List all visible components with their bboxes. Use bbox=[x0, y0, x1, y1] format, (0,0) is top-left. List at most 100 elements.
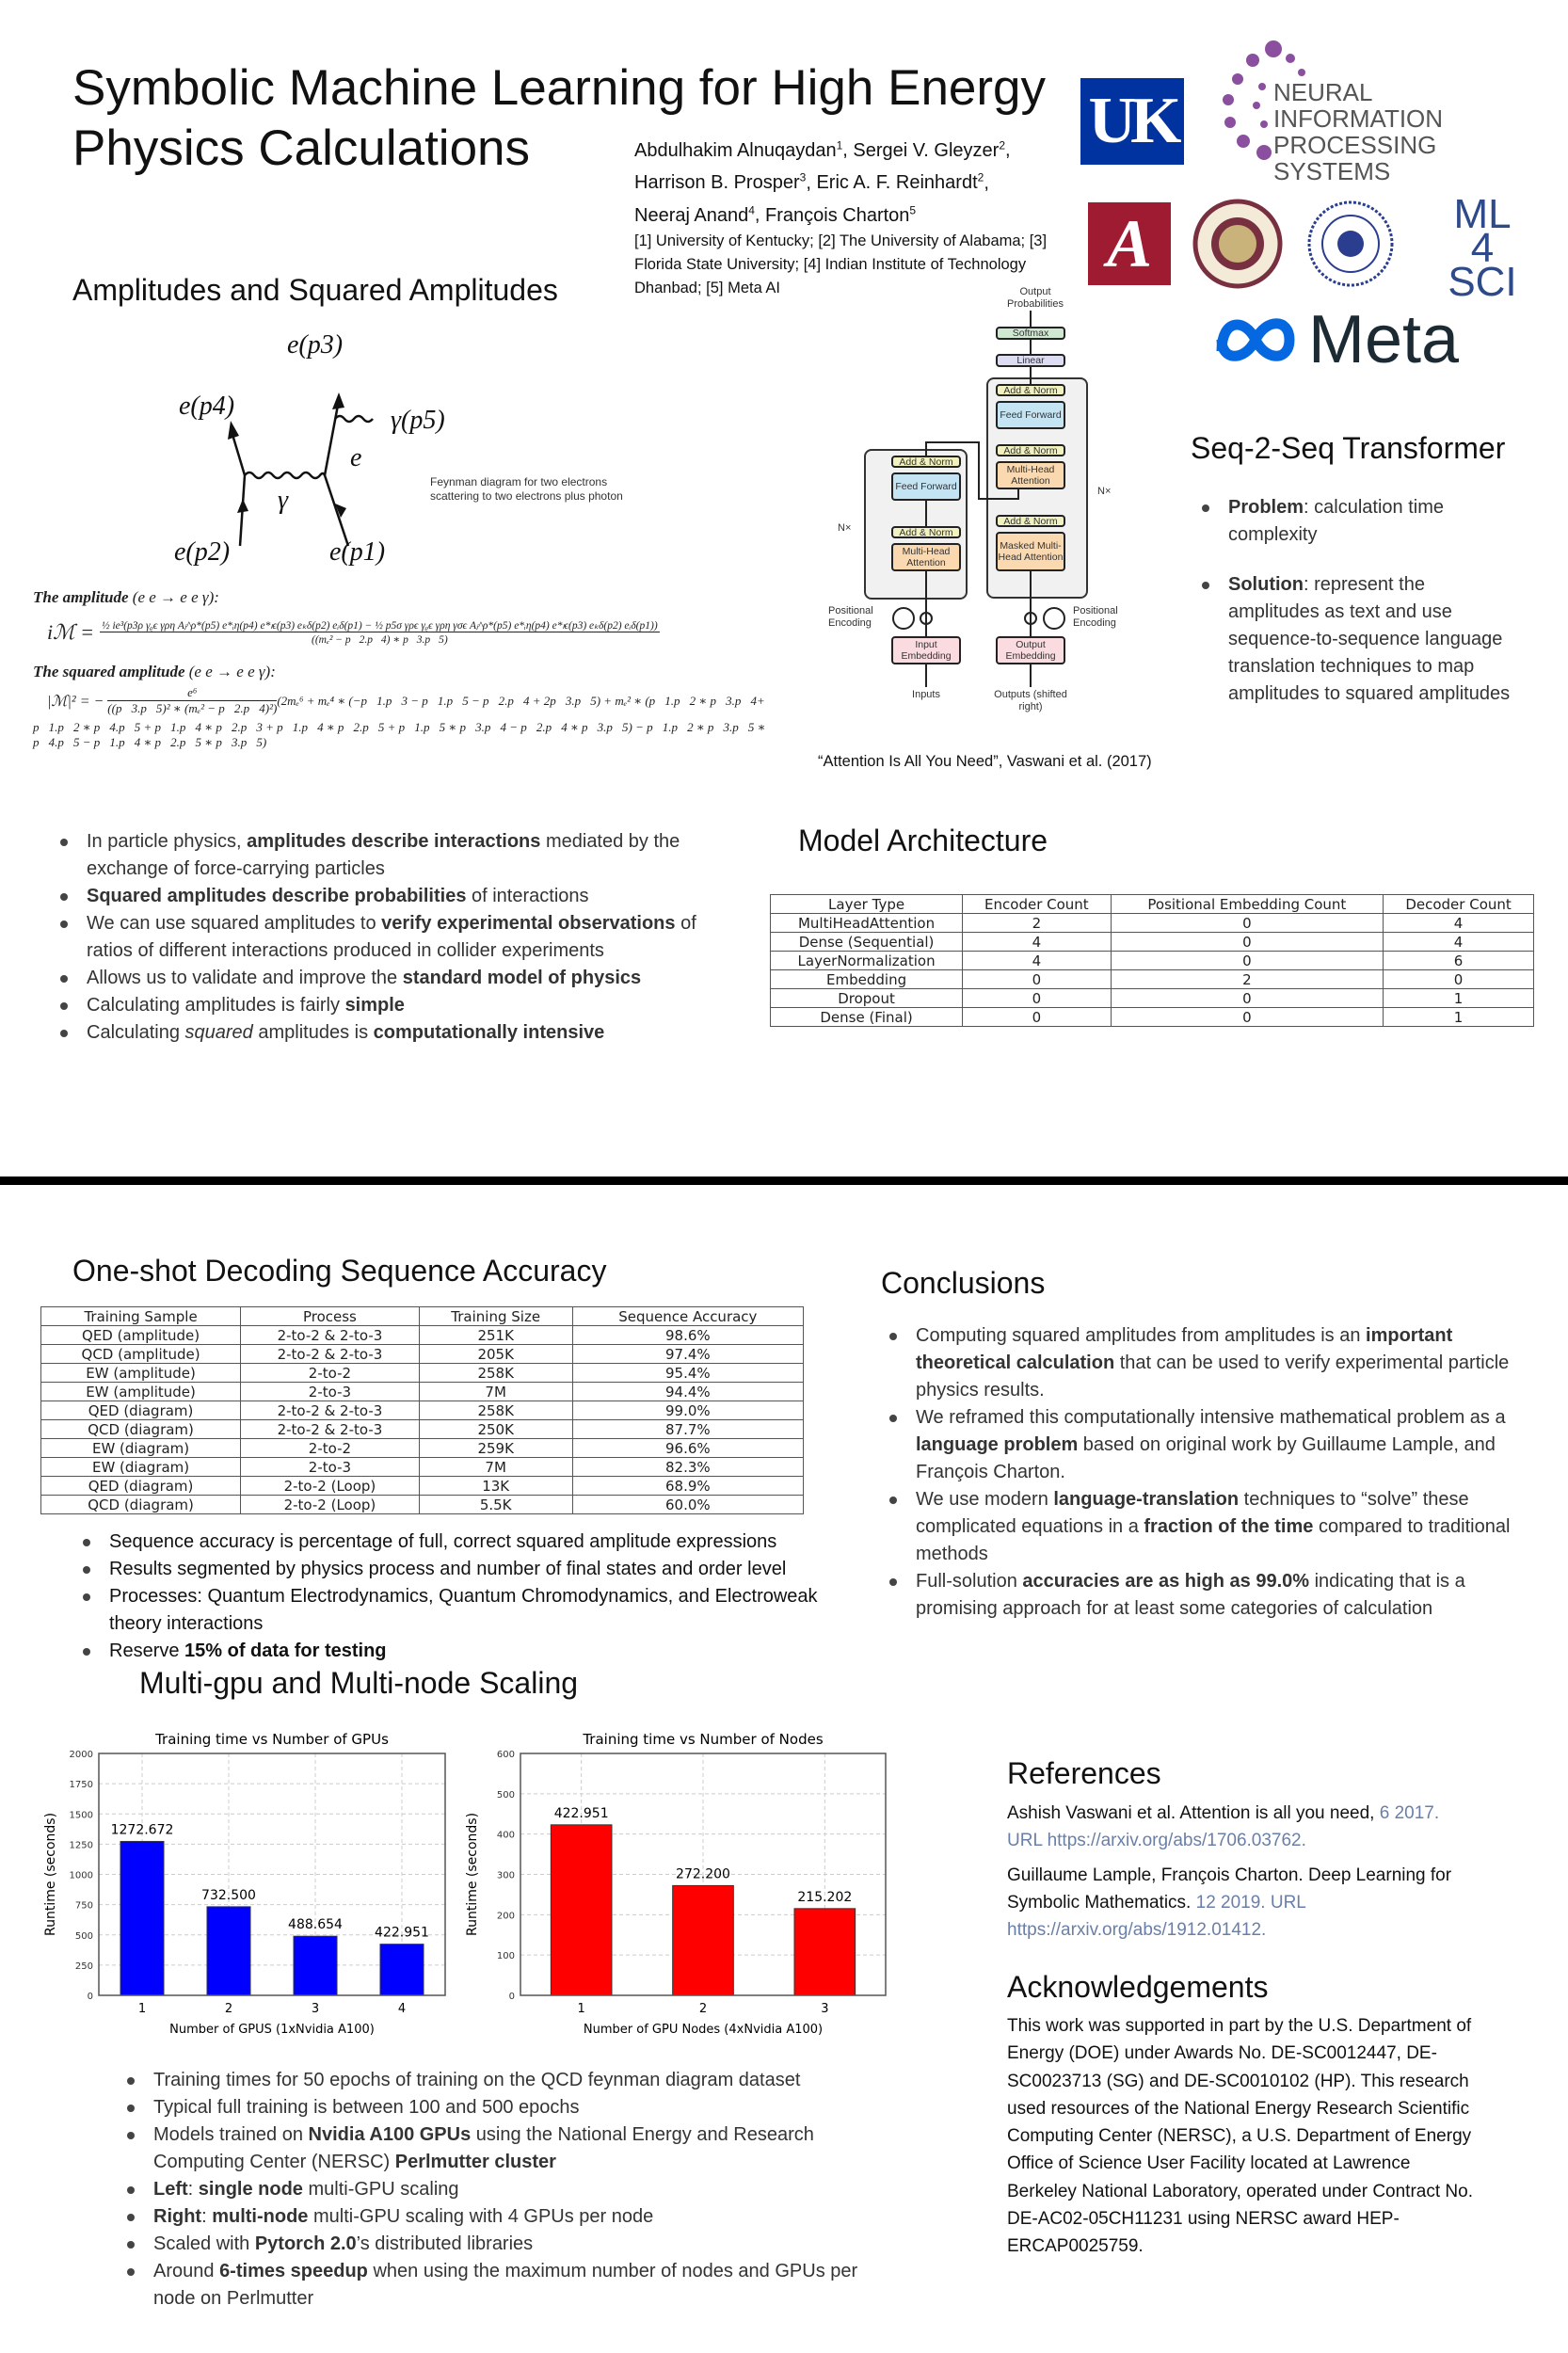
amplitude-numerator: ½ ie³(p3ρ γᵨϵ γρη Aⱼ^ρ*(p5) e*ᵢη(p4) e*ₗ… bbox=[99, 620, 660, 632]
bullet-item: We can use squared amplitudes to verify … bbox=[58, 910, 717, 965]
bar-value-label: 422.951 bbox=[375, 1926, 429, 1941]
squared-process: (e e → e e γ): bbox=[188, 663, 276, 680]
bullet-item: Typical full training is between 100 and… bbox=[125, 2094, 859, 2121]
table-row: QED (diagram) 2-to-2 & 2-to-3 258K 99.0% bbox=[40, 1401, 805, 1420]
column-header: Layer Type bbox=[769, 894, 964, 914]
meta-logo-text: Meta bbox=[1308, 302, 1460, 377]
table-cell: 4 bbox=[1383, 913, 1534, 933]
ml4sci-logo: ML 4 SCI bbox=[1448, 191, 1517, 305]
table-cell: 7M bbox=[418, 1457, 573, 1477]
y-tick-label: 0 bbox=[88, 1992, 93, 2002]
table-cell: 7M bbox=[418, 1382, 573, 1401]
bullet-item: Results segmented by physics process and… bbox=[81, 1556, 824, 1583]
meta-logo: Meta bbox=[1212, 302, 1460, 377]
references-list: Ashish Vaswani et al. Attention is all y… bbox=[1007, 1800, 1478, 1944]
author: Sergei V. Gleyzer2 bbox=[853, 138, 1006, 161]
y-tick-label: 0 bbox=[509, 1992, 515, 2002]
bullet-bold: Solution bbox=[1228, 574, 1304, 595]
table-cell: 2-to-2 & 2-to-3 bbox=[240, 1401, 420, 1420]
softmax-block: Softmax bbox=[996, 327, 1065, 340]
squared-label: The squared amplitude bbox=[33, 663, 185, 680]
node-scaling-chart: Training time vs Number of Nodes 0 100 200 3… bbox=[465, 1731, 887, 2037]
y-tick-label: 600 bbox=[497, 1750, 515, 1760]
encoder-positional-encoding-label: Positional Encoding bbox=[828, 605, 873, 629]
bullet-item: We use modern language-translation techn… bbox=[888, 1486, 1528, 1568]
bar bbox=[672, 1884, 734, 1996]
feynman-diagram: e(p3) e(p4) γ(p5) e γ e(p2) e(p1) bbox=[174, 330, 445, 567]
table-row: EW (diagram) 2-to-2 259K 96.6% bbox=[40, 1438, 805, 1458]
label-gamma-p5: γ(p5) bbox=[391, 406, 445, 435]
y-tick-label: 1500 bbox=[70, 1810, 93, 1820]
output-embedding-block: Output Embedding bbox=[996, 636, 1065, 664]
table-cell: 13K bbox=[418, 1476, 573, 1496]
table-cell: EW (diagram) bbox=[40, 1457, 242, 1477]
label-e-p2: e(p2) bbox=[174, 537, 230, 567]
table-header-row: Training Sample Process Training Size Seque… bbox=[40, 1306, 805, 1326]
reference-link[interactable]: 6 2017. URL https://arxiv.org/abs/1706.0… bbox=[1007, 1803, 1440, 1850]
seq2seq-bullets: Problem: calculation time complexity Sol… bbox=[1200, 494, 1520, 708]
bullet-item: We reframed this computationally intensi… bbox=[888, 1404, 1528, 1486]
table-cell: QCD (amplitude) bbox=[40, 1344, 242, 1364]
table-row: QED (amplitude) 2-to-2 & 2-to-3 251K 98.6% bbox=[40, 1325, 805, 1345]
encoder-add-norm-1: Add & Norm bbox=[891, 526, 961, 538]
y-axis-label: Runtime (seconds) bbox=[465, 1813, 480, 1936]
bullet-text: : calculation time complexity bbox=[1228, 497, 1444, 545]
table-cell: 60.0% bbox=[571, 1495, 805, 1514]
table-cell: 87.7% bbox=[571, 1419, 805, 1439]
table-cell: 2-to-2 & 2-to-3 bbox=[240, 1344, 420, 1364]
table-cell: 5.5K bbox=[418, 1495, 573, 1514]
table-cell: 4 bbox=[962, 932, 1112, 952]
seq2seq-bullet-problem: Problem: calculation time complexity bbox=[1200, 494, 1520, 549]
bullet-item: Scaled with Pytorch 2.0’s distributed li… bbox=[125, 2231, 859, 2258]
table-cell: Embedding bbox=[769, 969, 964, 989]
y-tick-label: 1000 bbox=[70, 1871, 93, 1881]
table-cell: 0 bbox=[962, 1007, 1112, 1027]
table-cell: 2 bbox=[1110, 969, 1384, 989]
decoder-positional-encoding-label: Positional Encoding bbox=[1073, 605, 1118, 629]
y-tick-label: 500 bbox=[497, 1790, 515, 1801]
bar bbox=[120, 1840, 165, 1996]
column-header: Encoder Count bbox=[962, 894, 1112, 914]
neurips-logo-text: NEURAL INFORMATION PROCESSING SYSTEMS bbox=[1273, 78, 1444, 185]
squared-line-1: (2mₑ⁶ + mₑ⁴ ∗ (−p⃗1.p⃗3 − p⃗1.p⃗5 − p⃗2.… bbox=[277, 693, 765, 708]
bar-value-label: 488.654 bbox=[288, 1917, 343, 1932]
bullet-item: Calculating squared amplitudes is comput… bbox=[58, 1019, 717, 1047]
y-tick-label: 400 bbox=[497, 1831, 515, 1841]
neurips-dots-icon bbox=[1223, 40, 1305, 160]
encoder-feed-forward: Feed Forward bbox=[891, 472, 961, 501]
table-cell: LayerNormalization bbox=[769, 951, 964, 970]
bullet-item: Calculating amplitudes is fairly simple bbox=[58, 992, 717, 1019]
chart-title: Training time vs Number of Nodes bbox=[582, 1731, 823, 1748]
bullet-item: In particle physics, amplitudes describe… bbox=[58, 828, 717, 883]
table-cell: Dense (Final) bbox=[769, 1007, 964, 1027]
y-tick-label: 2000 bbox=[70, 1750, 93, 1760]
bullet-item: Around 6-times speedup when using the ma… bbox=[125, 2258, 859, 2313]
x-tick-label: 3 bbox=[821, 2002, 828, 2016]
table-cell: EW (amplitude) bbox=[40, 1363, 242, 1383]
table-cell: 250K bbox=[418, 1419, 573, 1439]
author: Eric A. F. Reinhardt2 bbox=[816, 170, 984, 194]
decoder-masked-attention: Masked Multi-Head Attention bbox=[996, 532, 1065, 571]
reference-text: Guillaume Lample, François Charton. Deep… bbox=[1007, 1865, 1452, 1913]
table-cell: 0 bbox=[1110, 988, 1384, 1008]
x-axis-label: Number of GPUS (1xNvidia A100) bbox=[169, 2023, 375, 2037]
squared-line-2: p⃗1.p⃗2 ∗ p⃗4.p⃗5 + p⃗1.p⃗4 ∗ p⃗2.p⃗3 + … bbox=[33, 720, 766, 749]
table-cell: 258K bbox=[418, 1401, 573, 1420]
y-tick-label: 300 bbox=[497, 1871, 515, 1881]
y-axis-label: Runtime (seconds) bbox=[43, 1813, 58, 1936]
table-cell: 0 bbox=[1110, 913, 1384, 933]
inputs-label: Inputs bbox=[912, 689, 940, 700]
reference-item: Guillaume Lample, François Charton. Deep… bbox=[1007, 1862, 1478, 1944]
bar-value-label: 1272.672 bbox=[111, 1822, 174, 1837]
y-tick-label: 500 bbox=[75, 1931, 93, 1942]
label-e: e bbox=[350, 443, 361, 472]
label-e-p4: e(p4) bbox=[179, 392, 234, 421]
accuracy-table: Training Sample Process Training Size Seque… bbox=[40, 1306, 805, 1514]
table-cell: QCD (diagram) bbox=[40, 1495, 242, 1514]
reference-link[interactable]: 12 2019. URL https://arxiv.org/abs/1912.… bbox=[1007, 1893, 1306, 1940]
bullet-item: Squared amplitudes describe probabilitie… bbox=[58, 883, 717, 910]
table-row: EW (amplitude) 2-to-3 7M 94.4% bbox=[40, 1382, 805, 1401]
accuracy-heading: One-shot Decoding Sequence Accuracy bbox=[72, 1254, 607, 1288]
amplitude-process: (e e → e e γ): bbox=[132, 588, 219, 606]
table-cell: 82.3% bbox=[571, 1457, 805, 1477]
